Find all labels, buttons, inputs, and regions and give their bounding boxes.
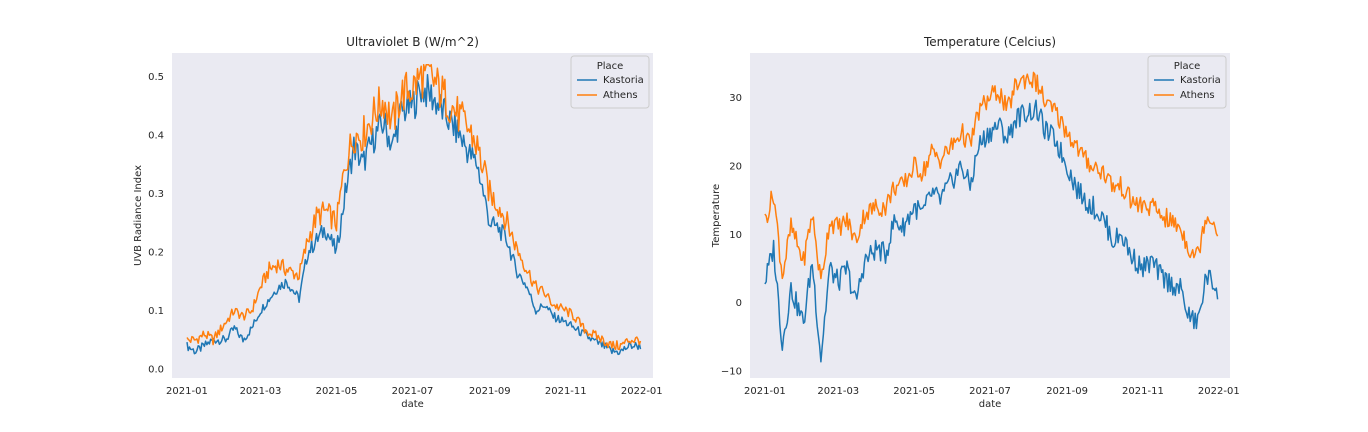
temperature-legend-title: Place xyxy=(1174,61,1201,72)
temperature-series-kastoria-line xyxy=(764,99,1219,363)
temperature-legend-kastoria: Kastoria xyxy=(1180,75,1221,86)
uvb-chart: 2021-01 2021-03 2021-05 2021-07 2021-09 2021-… xyxy=(133,35,663,410)
temperature-x-tick: 2021-05 xyxy=(893,386,935,397)
temperature-x-tick: 2022-01 xyxy=(1198,386,1240,397)
temperature-y-tick: 0 xyxy=(736,298,742,309)
uvb-chart-title: Ultraviolet B (W/m^2) xyxy=(346,35,479,49)
uvb-x-tick: 2021-05 xyxy=(316,386,358,397)
temperature-x-tick: 2021-11 xyxy=(1122,386,1164,397)
temperature-x-axis-label: date xyxy=(979,399,1002,410)
temperature-x-tick: 2021-09 xyxy=(1046,386,1088,397)
uvb-x-tick: 2021-09 xyxy=(469,386,511,397)
temperature-legend-athens: Athens xyxy=(1180,90,1215,101)
uvb-y-tick: 0.4 xyxy=(148,130,164,141)
temperature-y-tick: 20 xyxy=(729,161,742,172)
uvb-y-tick: 0.3 xyxy=(148,189,164,200)
temperature-x-tick: 2021-03 xyxy=(817,386,859,397)
uvb-legend-title: Place xyxy=(597,61,624,72)
uvb-x-tick: 2021-01 xyxy=(166,386,208,397)
uvb-legend-kastoria: Kastoria xyxy=(603,75,644,86)
uvb-y-tick: 0.1 xyxy=(148,306,164,317)
uvb-x-tick: 2021-03 xyxy=(240,386,282,397)
temperature-x-tick: 2021-01 xyxy=(744,386,786,397)
temperature-y-tick: 10 xyxy=(729,230,742,241)
uvb-y-axis-label: UVB Radiance Index xyxy=(133,165,144,266)
uvb-y-tick: 0.2 xyxy=(148,248,164,259)
temperature-x-tick: 2021-07 xyxy=(969,386,1011,397)
temperature-y-tick: −10 xyxy=(721,367,742,378)
temperature-y-axis-label: Temperature xyxy=(711,184,722,248)
uvb-series-athens-line xyxy=(186,63,642,351)
temperature-series-athens-line xyxy=(764,71,1219,280)
temperature-legend: Place Kastoria Athens xyxy=(1147,55,1227,109)
uvb-y-tick: 0.5 xyxy=(148,72,164,83)
uvb-x-tick: 2021-07 xyxy=(392,386,434,397)
uvb-series-kastoria-line xyxy=(186,74,642,356)
temperature-chart-title: Temperature (Celcius) xyxy=(923,35,1056,49)
temperature-chart: 2021-01 2021-03 2021-05 2021-07 2021-09 2021-… xyxy=(711,35,1240,410)
uvb-y-tick: 0.0 xyxy=(148,365,164,376)
temperature-y-tick: 30 xyxy=(729,93,742,104)
uvb-legend: Place Kastoria Athens xyxy=(570,55,650,109)
uvb-x-axis-label: date xyxy=(401,399,424,410)
uvb-x-tick: 2021-11 xyxy=(545,386,587,397)
uvb-x-tick: 2022-01 xyxy=(621,386,663,397)
uvb-legend-athens: Athens xyxy=(603,90,638,101)
